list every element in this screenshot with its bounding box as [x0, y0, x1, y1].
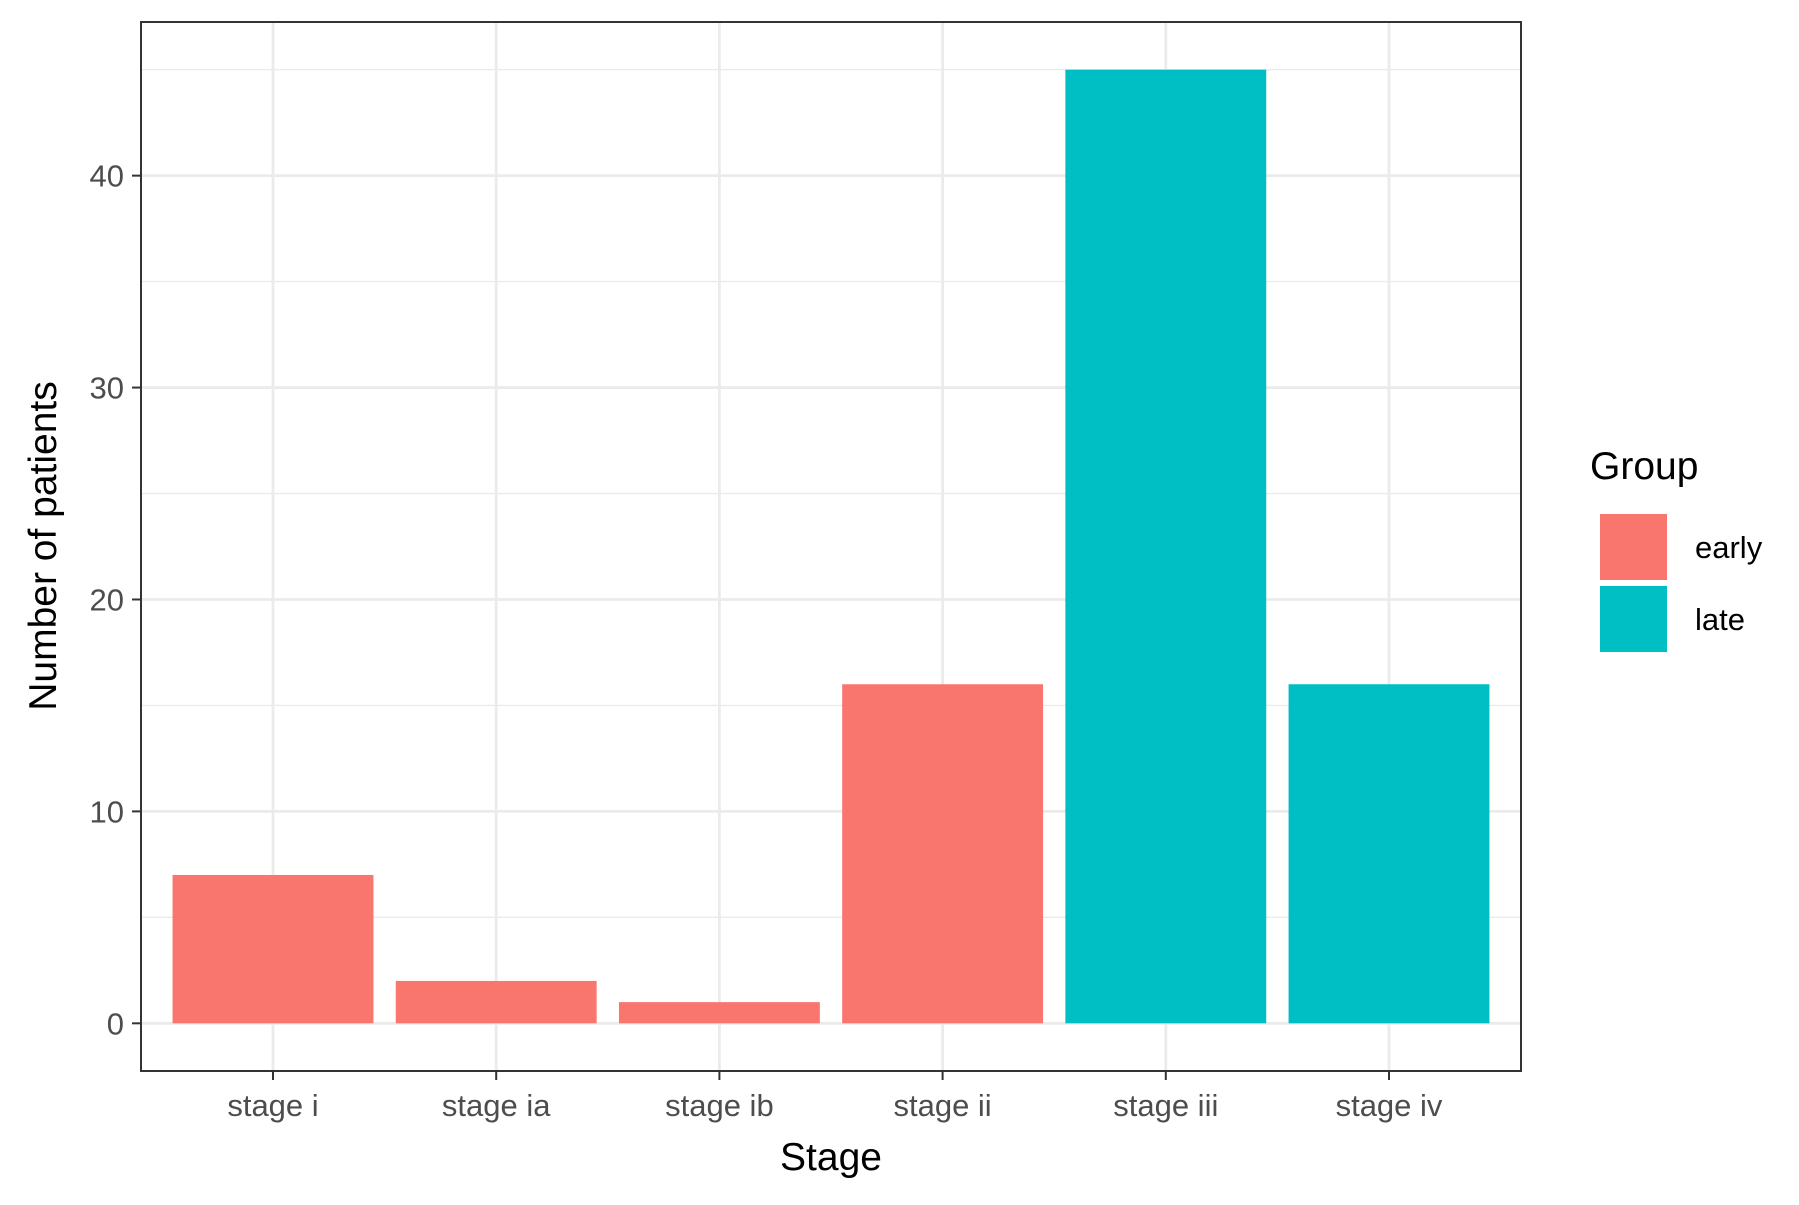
legend-title: Group — [1590, 445, 1698, 488]
bar-stage-ii — [842, 684, 1044, 1024]
x-tick-label: stage iv — [1336, 1088, 1443, 1123]
bar-stage-iv — [1288, 684, 1490, 1024]
x-tick-label: stage iii — [1113, 1088, 1218, 1123]
y-tick-label: 30 — [90, 371, 124, 406]
plot-panel-border — [140, 21, 1522, 1072]
y-tick-label: 40 — [90, 159, 124, 194]
legend-label-early: early — [1695, 530, 1763, 565]
legend-key-early — [1600, 514, 1667, 580]
x-tick-label: stage ia — [442, 1088, 551, 1123]
y-axis: 0 10 20 30 40 — [90, 159, 141, 1041]
bar-stage-ia — [395, 980, 597, 1024]
bar-stage-ib — [618, 1002, 820, 1024]
x-axis: stage i stage ia stage ib stage ii stage iii… — [227, 1071, 1443, 1123]
x-tick-label: stage i — [227, 1088, 318, 1123]
y-tick-label: 10 — [90, 794, 124, 829]
y-axis-title: Number of patients — [22, 381, 65, 711]
x-axis-title: Stage — [780, 1136, 882, 1179]
x-tick-label: stage ib — [665, 1088, 774, 1123]
legend: Group early late — [1590, 445, 1763, 652]
y-tick-label: 0 — [107, 1006, 124, 1041]
legend-label-late: late — [1695, 602, 1745, 637]
x-tick-label: stage ii — [893, 1088, 991, 1123]
y-tick-label: 20 — [90, 582, 124, 617]
legend-key-late — [1600, 586, 1667, 652]
bar-stage-i — [172, 874, 374, 1024]
bars — [172, 69, 1490, 1024]
bar-stage-iii — [1065, 69, 1267, 1024]
